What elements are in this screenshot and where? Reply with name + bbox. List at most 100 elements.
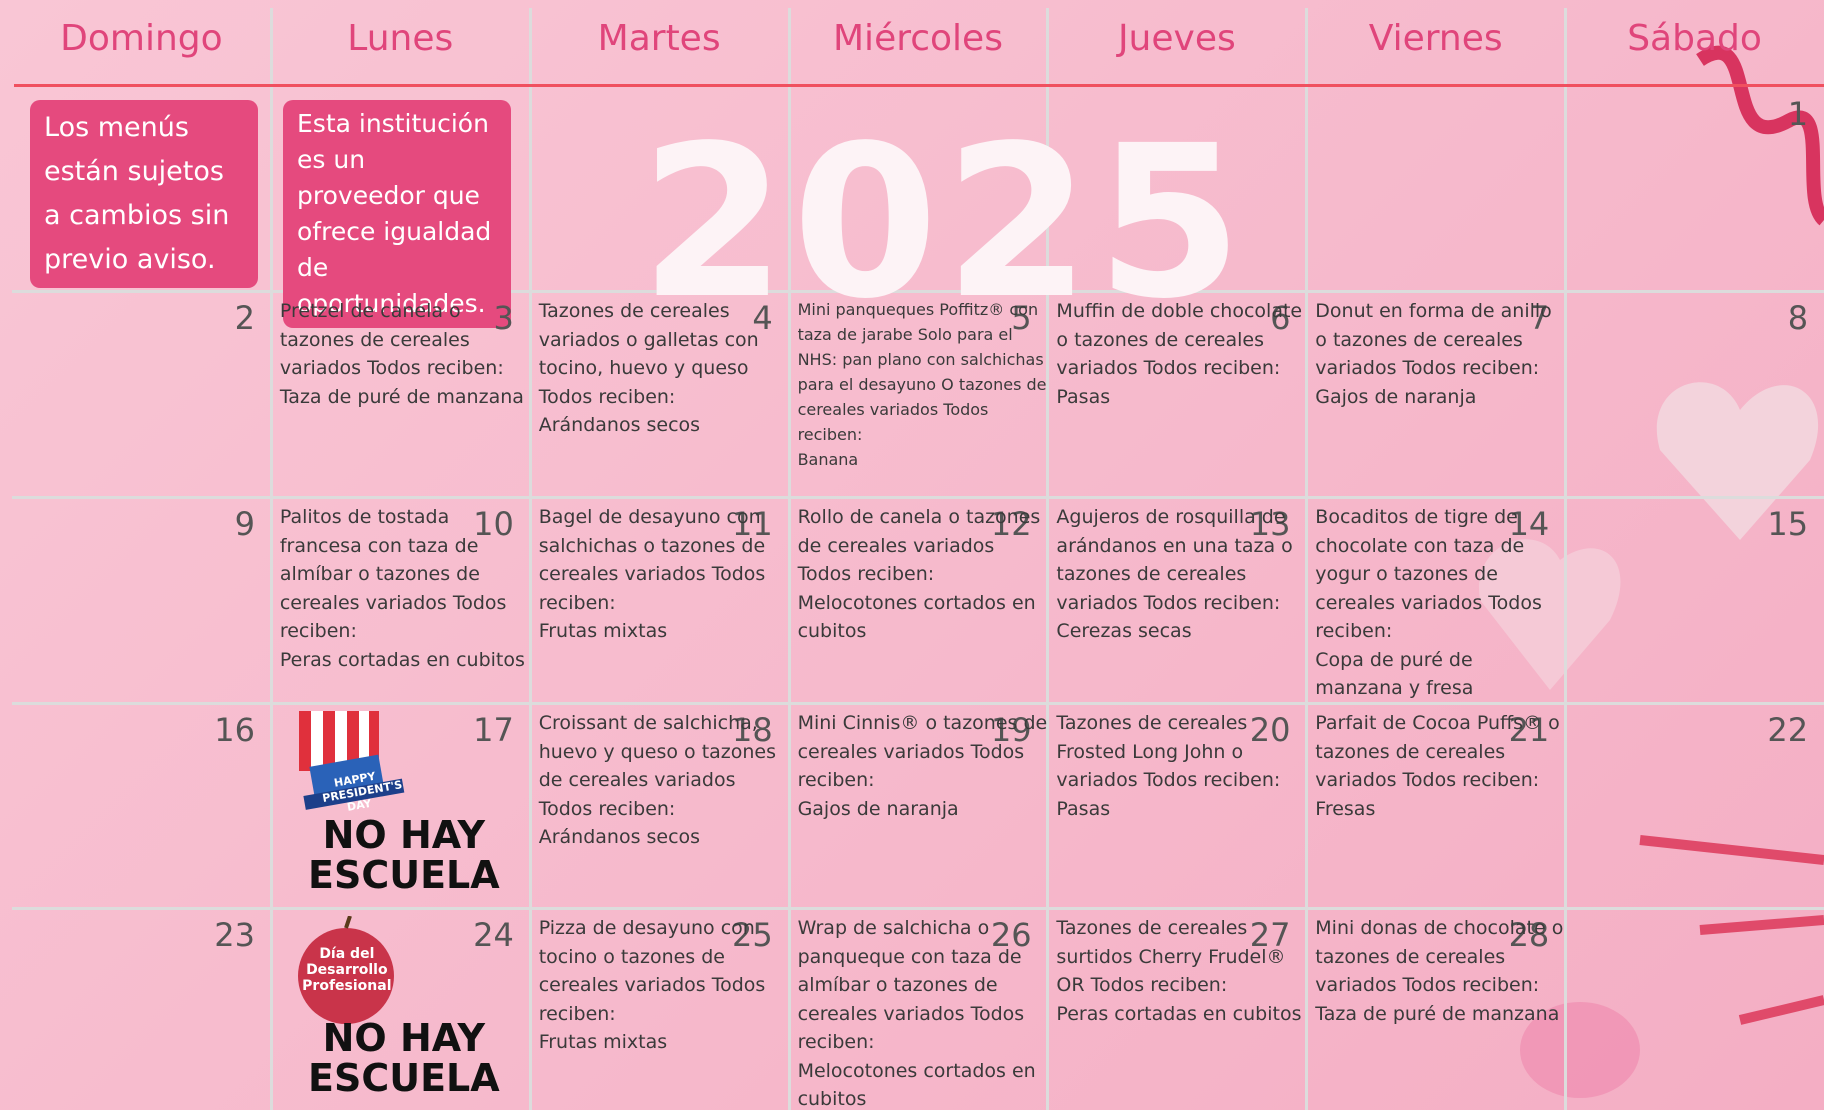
- day-number: 12: [990, 505, 1032, 543]
- menu-text: Palitos de tostada francesa con taza de …: [280, 503, 530, 674]
- day-cell: 23: [15, 908, 265, 1110]
- row-divider: [12, 290, 1824, 293]
- menu-side: Copa de puré de manzana y fresa: [1315, 648, 1474, 700]
- note: Los menús están sujetos a cambios sin pr…: [30, 100, 258, 288]
- day-number: 13: [1249, 505, 1291, 543]
- menu-side: Melocotones cortados en cubitos: [797, 591, 1036, 643]
- menu-text: Pretzel de canela o tazones de cereales …: [280, 297, 530, 411]
- menu-side: Peras cortadas en cubitos: [1056, 1002, 1302, 1025]
- menu-side: Pasas: [1056, 385, 1111, 408]
- day-number: 28: [1508, 916, 1550, 954]
- day-cell: 6 Muffin de doble chocolate o tazones de …: [1050, 291, 1302, 497]
- day-number: 20: [1249, 711, 1291, 749]
- menu-item: Tazones de cereales Frosted Long John o …: [1056, 712, 1281, 791]
- day-cell: 7 Donut en forma de anillo o tazones de c…: [1309, 291, 1559, 497]
- column-divider: [1046, 8, 1050, 1110]
- day-cell: 2: [15, 291, 265, 497]
- menu-text: Agujeros de rosquilla de arándanos en un…: [1056, 503, 1306, 646]
- menu-text: Tazones de cereales surtidos Cherry Frud…: [1056, 914, 1306, 1028]
- menu-side: Taza de puré de manzana: [279, 385, 524, 408]
- day-cell: 9: [15, 497, 265, 703]
- menu-text: Rollo de canela o tazones de cereales va…: [798, 503, 1048, 646]
- menu-item: Tazones de cereales surtidos Cherry Frud…: [1056, 917, 1286, 996]
- day-cell: 4 Tazones de cereales variados o galletas…: [533, 291, 783, 497]
- menu-side: Frutas mixtas: [538, 620, 668, 642]
- menu-text: Tazones de cereales variados o galletas …: [539, 297, 789, 440]
- column-divider: [269, 8, 273, 1110]
- weekday-header: Martes: [597, 18, 721, 59]
- menu-side: Pasas: [1056, 797, 1111, 820]
- menu-item: Palitos de tostada francesa con taza de …: [279, 506, 507, 642]
- day-cell: 27 Tazones de cereales surtidos Cherry Fr…: [1050, 908, 1301, 1110]
- day-number: 25: [731, 916, 773, 954]
- menu-text: Tazones de cereales Frosted Long John o …: [1056, 709, 1306, 823]
- menu-side: Arándanos secos: [538, 414, 701, 436]
- menu-text: Bocaditos de tigre de chocolate con taza…: [1315, 503, 1565, 703]
- day-cell: 25 Pizza de desayuno con tocino o tazones…: [533, 908, 783, 1110]
- day-cell: 18 Croissant de salchicha, huevo y queso …: [533, 703, 783, 908]
- row-divider: [12, 907, 1824, 910]
- weekday-header: Viernes: [1368, 18, 1503, 59]
- note: Esta institución es un proveedor que ofr…: [283, 100, 511, 328]
- day-cell: 11 Bagel de desayuno con salchichas o taz…: [533, 497, 783, 703]
- day-cell: 15: [1568, 497, 1818, 703]
- day-number: 17: [473, 711, 514, 749]
- day-cell: 19 Mini Cinnis® o tazones de cereales var…: [792, 703, 1048, 908]
- menu-side: Peras cortadas en cubitos: [279, 648, 525, 671]
- menu-text: Bagel de desayuno con salchichas o tazon…: [539, 503, 789, 646]
- menu-item: Tazones de cereales variados o galletas …: [538, 300, 759, 408]
- day-cell: 1: [1568, 87, 1818, 291]
- day-number: 6: [1270, 299, 1291, 337]
- menu-side: Gajos de naranja: [1315, 385, 1477, 408]
- day-number: 19: [990, 711, 1032, 749]
- menu-text: Mini donas de chocolate o tazones de cer…: [1315, 914, 1565, 1028]
- badge-icon: [297, 916, 394, 1024]
- day-number: 7: [1528, 299, 1550, 337]
- day-number: 24: [473, 916, 514, 954]
- menu-text: Donut en forma de anillo o tazones de ce…: [1315, 297, 1565, 411]
- menu-item: Bagel de desayuno con salchichas o tazon…: [538, 506, 766, 614]
- menu-item: Pretzel de canela o tazones de cereales …: [279, 300, 504, 379]
- day-cell: 26 Wrap de salchicha o panqueque con taza…: [792, 908, 1042, 1110]
- weekday-header: Miércoles: [833, 18, 1003, 59]
- menu-item: Mini Cinnis® o tazones de cereales varia…: [797, 712, 1048, 791]
- day-cell: 8: [1568, 291, 1818, 497]
- day-cell: 14 Bocaditos de tigre de chocolate con ta…: [1309, 497, 1559, 703]
- badge-icon: [298, 711, 405, 810]
- row-divider: [12, 496, 1824, 499]
- column-divider: [1305, 8, 1309, 1110]
- menu-side: Gajos de naranja: [797, 797, 959, 820]
- day-number: 5: [1011, 299, 1032, 337]
- day-number: 18: [731, 711, 773, 749]
- menu-side: Fresas: [1315, 797, 1376, 820]
- menu-item: Muffin de doble chocolate o tazones de c…: [1056, 300, 1303, 379]
- menu-item: Mini panqueques Poffitz® con taza de jar…: [797, 300, 1047, 444]
- menu-side: Frutas mixtas: [538, 1031, 668, 1053]
- menu-text: Mini panqueques Poffitz® con taza de jar…: [798, 297, 1048, 472]
- header-rule: [14, 84, 1824, 87]
- menu-text: Muffin de doble chocolate o tazones de c…: [1056, 297, 1306, 411]
- menu-side: Arándanos secos: [538, 826, 701, 848]
- menu-text: Parfait de Cocoa Puffs® o tazones de cer…: [1315, 709, 1565, 823]
- day-cell: 13 Agujeros de rosquilla de arándanos en …: [1050, 497, 1300, 703]
- menu-item: Croissant de salchicha, huevo y queso o …: [538, 712, 777, 820]
- no-school: NO HAY ESCUELA: [308, 1016, 500, 1100]
- day-number: 9: [234, 505, 255, 543]
- weekday-header: Jueves: [1117, 18, 1236, 59]
- day-cell: 22: [1568, 703, 1818, 908]
- day-cell: 3 Pretzel de canela o tazones de cereales…: [274, 291, 524, 497]
- row-divider: [12, 702, 1824, 705]
- day-number: 26: [990, 916, 1032, 954]
- menu-text: Pizza de desayuno con tocino o tazones d…: [539, 914, 789, 1057]
- menu-item: Donut en forma de anillo o tazones de ce…: [1315, 300, 1552, 379]
- day-cell: 20 Tazones de cereales Frosted Long John …: [1050, 703, 1300, 908]
- menu-item: Parfait de Cocoa Puffs® o tazones de cer…: [1315, 712, 1560, 791]
- day-number: 11: [731, 505, 773, 543]
- menu-item: Wrap de salchicha o panqueque con taza d…: [797, 917, 1025, 1053]
- badge-text: Día del Desarrollo Profesional: [302, 946, 392, 994]
- day-cell: 12 Rollo de canela o tazones de cereales …: [792, 497, 1042, 703]
- day-number: 22: [1767, 711, 1809, 749]
- day-cell: 16: [15, 703, 265, 908]
